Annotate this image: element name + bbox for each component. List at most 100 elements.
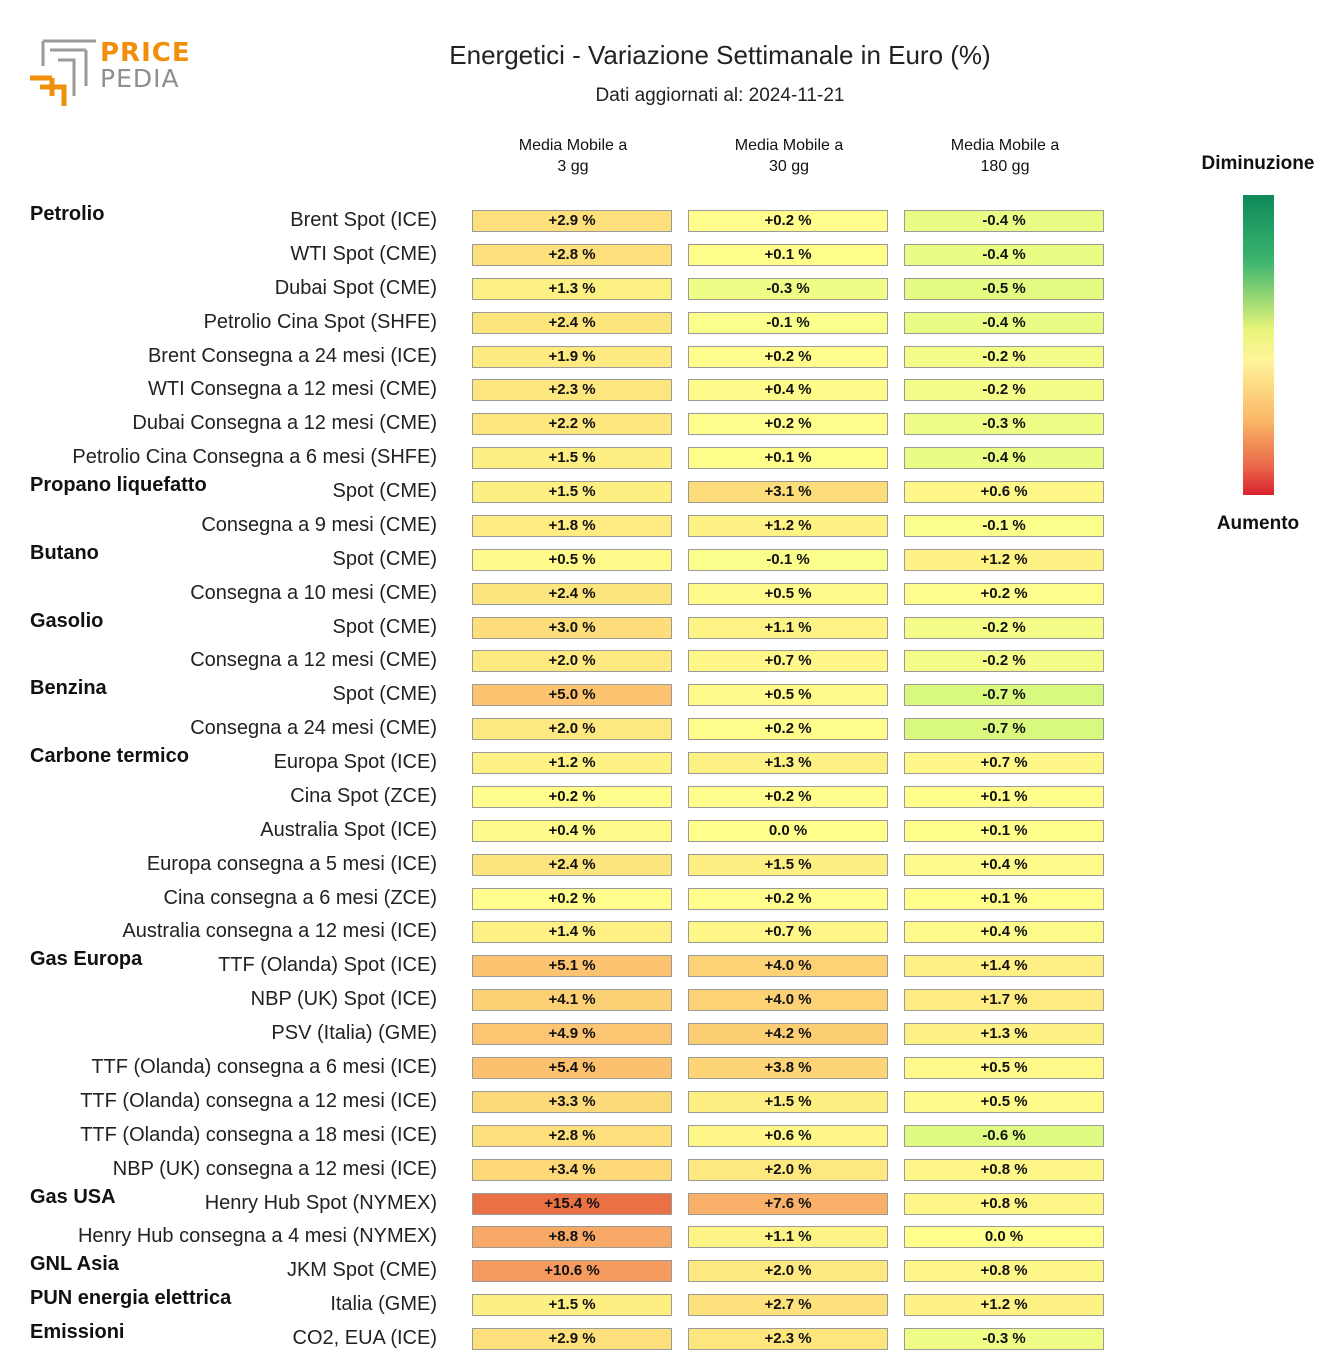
row-label: CO2, EUA (ICE) xyxy=(292,1327,437,1350)
heatmap-cell: +0.2 % xyxy=(472,785,672,808)
category-label-carbone-termico: Carbone termico xyxy=(30,745,189,768)
heatmap-cell: +2.3 % xyxy=(688,1328,888,1351)
heatmap-cell: +2.0 % xyxy=(472,718,672,741)
row-label: Cina Spot (ZCE) xyxy=(290,784,437,807)
heatmap-cell: +0.6 % xyxy=(688,1124,888,1147)
row-label: Europa consegna a 5 mesi (ICE) xyxy=(146,852,437,875)
category-label-propano-liquefatto: Propano liquefatto xyxy=(30,474,207,497)
heatmap-cell: +2.9 % xyxy=(472,210,672,232)
category-label-emissioni: Emissioni xyxy=(30,1321,125,1344)
heatmap-cell: +2.7 % xyxy=(688,1294,888,1317)
row-label: WTI Spot (CME) xyxy=(290,242,437,265)
category-label-gnl-asia: GNL Asia xyxy=(30,1253,119,1276)
heatmap-cell: +1.1 % xyxy=(688,616,888,639)
heatmap-cell: +0.2 % xyxy=(688,210,888,232)
column-header-30gg: Media Mobile a 30 gg xyxy=(734,137,844,175)
heatmap-cell: +1.9 % xyxy=(472,345,672,368)
row-label: Henry Hub consegna a 4 mesi (NYMEX) xyxy=(77,1225,437,1248)
heatmap-cell: +0.2 % xyxy=(688,785,888,808)
row-label: Consegna a 24 mesi (CME) xyxy=(190,717,437,740)
logo-price-text: PRICE xyxy=(100,38,191,68)
heatmap-cell: -0.7 % xyxy=(904,718,1104,741)
heatmap-cell: +2.3 % xyxy=(472,379,672,402)
heatmap-cell: +0.2 % xyxy=(688,887,888,910)
heatmap-cell: +1.3 % xyxy=(688,752,888,775)
heatmap-cell: +0.5 % xyxy=(472,548,672,571)
heatmap-cell: +0.6 % xyxy=(904,481,1104,504)
pricepedia-logo: PRICE PEDIA xyxy=(28,36,198,111)
heatmap-cell: -0.1 % xyxy=(904,514,1104,537)
heatmap-cell: +4.0 % xyxy=(688,955,888,978)
chart-title: Energetici - Variazione Settimanale in E… xyxy=(449,40,991,70)
heatmap-cell: +2.8 % xyxy=(472,1124,672,1147)
category-label-petrolio: Petrolio xyxy=(30,203,105,225)
row-label: Dubai Consegna a 12 mesi (CME) xyxy=(132,412,437,435)
heatmap-cell: +0.1 % xyxy=(904,887,1104,910)
heatmap-cell: +0.4 % xyxy=(472,819,672,842)
row-label: Spot (CME) xyxy=(332,547,437,570)
heatmap-cell: +1.5 % xyxy=(472,447,672,470)
heatmap-cell: +0.4 % xyxy=(904,921,1104,944)
heatmap-cell: -0.2 % xyxy=(904,379,1104,402)
heatmap-cell: 0.0 % xyxy=(688,819,888,842)
heatmap-cell: +0.2 % xyxy=(688,345,888,368)
heatmap-cell: +5.1 % xyxy=(472,955,672,978)
heatmap-cell: +2.4 % xyxy=(472,311,672,334)
row-label: Dubai Spot (CME) xyxy=(274,276,437,299)
row-label: TTF (Olanda) consegna a 18 mesi (ICE) xyxy=(80,1123,437,1146)
heatmap-cell: +1.5 % xyxy=(472,1294,672,1317)
heatmap-cell: -0.4 % xyxy=(904,311,1104,334)
row-label: Petrolio Cina Spot (SHFE) xyxy=(203,310,437,333)
row-label: Brent Spot (ICE) xyxy=(290,209,437,231)
heatmap-cell: +0.1 % xyxy=(688,447,888,470)
row-label: Spot (CME) xyxy=(332,615,437,638)
heatmap-cell: +4.2 % xyxy=(688,1023,888,1046)
heatmap-cell: +0.4 % xyxy=(688,379,888,402)
row-label: Spot (CME) xyxy=(332,683,437,706)
legend-label-decrease: Diminuzione xyxy=(1201,153,1315,174)
heatmap-cell: +0.2 % xyxy=(904,582,1104,605)
row-label: TTF (Olanda) consegna a 12 mesi (ICE) xyxy=(80,1089,437,1112)
heatmap-cell: -0.2 % xyxy=(904,616,1104,639)
row-label: Consegna a 9 mesi (CME) xyxy=(201,513,437,536)
chart-subtitle: Dati aggiornati al: 2024-11-21 xyxy=(595,85,845,106)
heatmap-cell: +4.9 % xyxy=(472,1023,672,1046)
heatmap-cell: +1.2 % xyxy=(904,1294,1104,1317)
logo-mark-icon xyxy=(30,39,96,106)
heatmap-cell: +0.7 % xyxy=(688,650,888,673)
heatmap-cell: +1.5 % xyxy=(688,853,888,876)
heatmap-cell: +1.3 % xyxy=(472,277,672,300)
heatmap-cell: +0.5 % xyxy=(904,1090,1104,1113)
row-label: Brent Consegna a 24 mesi (ICE) xyxy=(147,344,437,367)
heatmap-cell: +3.1 % xyxy=(688,481,888,504)
heatmap-cell: +2.0 % xyxy=(472,650,672,673)
category-label-pun-energia-elettrica: PUN energia elettrica xyxy=(30,1287,232,1310)
heatmap-cell: -0.7 % xyxy=(904,684,1104,707)
heatmap-cell: -0.2 % xyxy=(904,345,1104,368)
row-label: Petrolio Cina Consegna a 6 mesi (SHFE) xyxy=(72,446,437,469)
row-label: Europa Spot (ICE) xyxy=(273,751,437,774)
heatmap-cell: -0.4 % xyxy=(904,243,1104,266)
heatmap-cell: +7.6 % xyxy=(688,1192,888,1215)
heatmap-cell: +0.4 % xyxy=(904,853,1104,876)
heatmap-cell: +3.3 % xyxy=(472,1090,672,1113)
heatmap-cell: +1.4 % xyxy=(904,955,1104,978)
category-label-gasolio: Gasolio xyxy=(30,609,104,632)
column-header-180gg: Media Mobile a 180 gg xyxy=(950,137,1060,175)
heatmap-cell: -0.1 % xyxy=(688,548,888,571)
row-label: Italia (GME) xyxy=(330,1293,437,1316)
heatmap-cell: +15.4 % xyxy=(472,1192,672,1215)
row-label: WTI Consegna a 12 mesi (CME) xyxy=(148,378,437,401)
heatmap-cell: +0.5 % xyxy=(688,582,888,605)
heatmap-cell: -0.4 % xyxy=(904,447,1104,470)
heatmap-cell: +4.0 % xyxy=(688,989,888,1012)
heatmap-cell: +0.7 % xyxy=(688,921,888,944)
row-label: Consegna a 12 mesi (CME) xyxy=(190,649,437,672)
heatmap-cell: +2.4 % xyxy=(472,582,672,605)
heatmap-cell: +2.9 % xyxy=(472,1328,672,1351)
heatmap-cell: -0.2 % xyxy=(904,650,1104,673)
heatmap-cell: +0.1 % xyxy=(904,785,1104,808)
heatmap-cell: +1.2 % xyxy=(904,548,1104,571)
heatmap-cell: +3.8 % xyxy=(688,1057,888,1079)
row-label: Australia Spot (ICE) xyxy=(260,818,437,841)
